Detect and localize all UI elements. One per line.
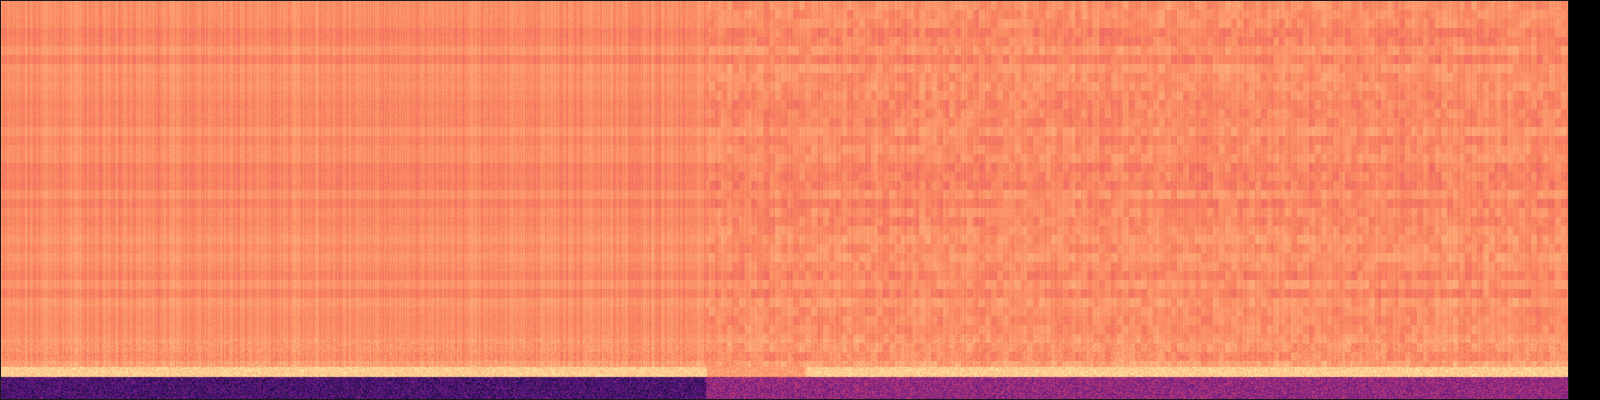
- spectrogram-image: [1, 1, 1568, 399]
